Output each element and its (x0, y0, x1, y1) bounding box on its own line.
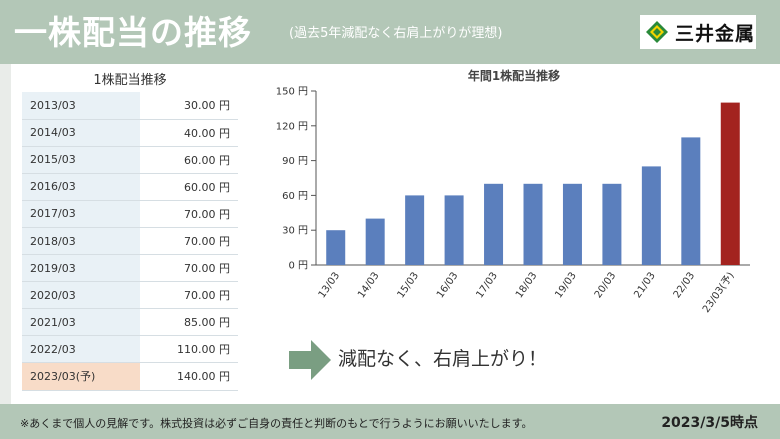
x-tick-label: 13/03 (317, 270, 343, 300)
chart-bar (602, 183, 622, 265)
dividend-table: 2013/03 30.00 円 2014/03 40.00 円 2015/03 60.00… (22, 92, 238, 391)
right-arrow-icon (289, 340, 331, 380)
y-tick-label: 0 円 (288, 261, 308, 272)
x-tick-label: 20/03 (593, 270, 619, 300)
x-tick-label: 19/03 (553, 270, 579, 300)
table-value-cell: 60.00 円 (140, 146, 238, 174)
table-row: 2018/03 70.00 円 (22, 227, 238, 256)
table-value-cell: 70.00 円 (140, 254, 238, 283)
as-of-date: 2023/3/5時点 (661, 415, 758, 431)
chart-bar (562, 183, 582, 265)
table-row: 2014/03 40.00 円 (22, 119, 238, 147)
table-value-cell: 40.00 円 (140, 119, 238, 147)
page-subtitle: (過去5年減配なく右肩上がりが理想) (289, 26, 503, 41)
table-row: 2021/03 85.00 円 (22, 308, 238, 337)
y-tick-label: 150 円 (276, 87, 308, 98)
chart-bar (365, 218, 385, 265)
dividend-bar-chart: 年間1株配当推移 0 円 30 円 60 円 90 円 120 円 150 円 13/03… (276, 68, 750, 315)
y-tick-label: 90 円 (282, 156, 308, 167)
chart-bar (523, 183, 543, 265)
footer-bar: ※あくまで個人の見解です。株式投資は必ずご自身の責任と判断のもとで行うようにお願… (0, 404, 780, 439)
chart-bar (681, 137, 701, 265)
table-year-cell: 2016/03 (22, 173, 140, 201)
x-tick-label: 18/03 (514, 270, 540, 300)
y-tick-label: 120 円 (276, 121, 308, 132)
table-year-cell: 2015/03 (22, 146, 140, 174)
table-row: 2016/03 60.00 円 (22, 173, 238, 201)
table-title: 1株配当推移 (93, 73, 167, 88)
table-row: 2015/03 60.00 円 (22, 146, 238, 174)
header-bar: 一株配当の推移 (過去5年減配なく右肩上がりが理想) 三井金属 (0, 0, 780, 64)
table-year-cell: 2019/03 (22, 254, 140, 283)
x-tick-label: 15/03 (396, 270, 422, 300)
x-tick-label: 17/03 (474, 270, 500, 300)
table-value-cell: 85.00 円 (140, 308, 238, 337)
table-value-cell: 70.00 円 (140, 227, 238, 256)
chart-bar (444, 195, 464, 265)
table-row: 2022/03 110.00 円 (22, 335, 238, 364)
chart-bar (405, 195, 425, 265)
page-title: 一株配当の推移 (14, 13, 252, 52)
table-value-cell: 70.00 円 (140, 200, 238, 228)
y-tick-label: 30 円 (282, 226, 308, 237)
table-year-cell: 2014/03 (22, 119, 140, 147)
x-tick-label: 23/03(予) (700, 270, 737, 315)
x-tick-label: 14/03 (356, 270, 382, 300)
table-row: 2013/03 30.00 円 (22, 92, 238, 120)
diamond-logo-icon (646, 21, 668, 43)
table-year-cell: 2022/03 (22, 335, 140, 364)
side-strip (0, 64, 11, 404)
table-year-cell: 2023/03(予) (22, 362, 140, 391)
table-row: 2017/03 70.00 円 (22, 200, 238, 228)
x-tick-label: 21/03 (632, 270, 658, 300)
chart-bar (484, 183, 504, 265)
chart-bar (326, 230, 346, 265)
table-row: 2019/03 70.00 円 (22, 254, 238, 283)
table-row: 2020/03 70.00 円 (22, 281, 238, 310)
table-year-cell: 2017/03 (22, 200, 140, 228)
chart-title: 年間1株配当推移 (468, 68, 560, 83)
logo-text: 三井金属 (675, 22, 756, 45)
y-tick-label: 60 円 (282, 191, 308, 202)
slogan-text: 減配なく、右肩上がり！ (338, 348, 548, 370)
table-value-cell: 110.00 円 (140, 335, 238, 364)
chart-bar (720, 102, 740, 265)
table-row: 2023/03(予) 140.00 円 (22, 362, 238, 391)
table-value-cell: 140.00 円 (140, 362, 238, 391)
table-year-cell: 2018/03 (22, 227, 140, 256)
disclaimer-text: ※あくまで個人の見解です。株式投資は必ずご自身の責任と判断のもとで行うようにお願… (20, 417, 533, 430)
table-year-cell: 2021/03 (22, 308, 140, 337)
chart-bar (641, 166, 661, 265)
table-value-cell: 70.00 円 (140, 281, 238, 310)
table-year-cell: 2020/03 (22, 281, 140, 310)
x-tick-label: 16/03 (435, 270, 461, 300)
company-logo: 三井金属 (640, 15, 756, 49)
table-value-cell: 60.00 円 (140, 173, 238, 201)
dividend-table-panel: 1株配当推移 2013/03 30.00 円 2014/03 40.00 円 2015/… (22, 70, 238, 391)
x-tick-label: 22/03 (672, 270, 698, 300)
table-year-cell: 2013/03 (22, 92, 140, 120)
table-value-cell: 30.00 円 (140, 92, 238, 120)
